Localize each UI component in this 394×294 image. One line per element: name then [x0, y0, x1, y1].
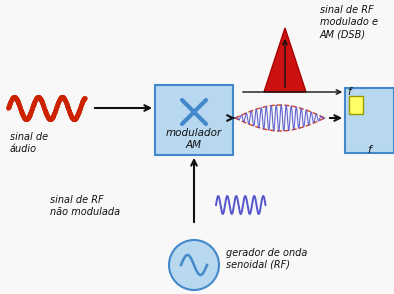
Bar — [345, 88, 394, 153]
Text: sinal de
áudio: sinal de áudio — [10, 132, 48, 153]
Bar — [349, 96, 363, 114]
Polygon shape — [264, 28, 306, 92]
Text: f: f — [368, 145, 372, 155]
Text: sinal de RF
modulado e
AM (DSB): sinal de RF modulado e AM (DSB) — [320, 5, 378, 40]
Text: f: f — [347, 87, 351, 97]
Text: sinal de RF
não modulada: sinal de RF não modulada — [50, 195, 120, 217]
Circle shape — [169, 240, 219, 290]
Bar — [155, 85, 233, 155]
Text: modulador
AM: modulador AM — [166, 128, 222, 150]
Text: gerador de onda
senoidal (RF): gerador de onda senoidal (RF) — [226, 248, 307, 270]
